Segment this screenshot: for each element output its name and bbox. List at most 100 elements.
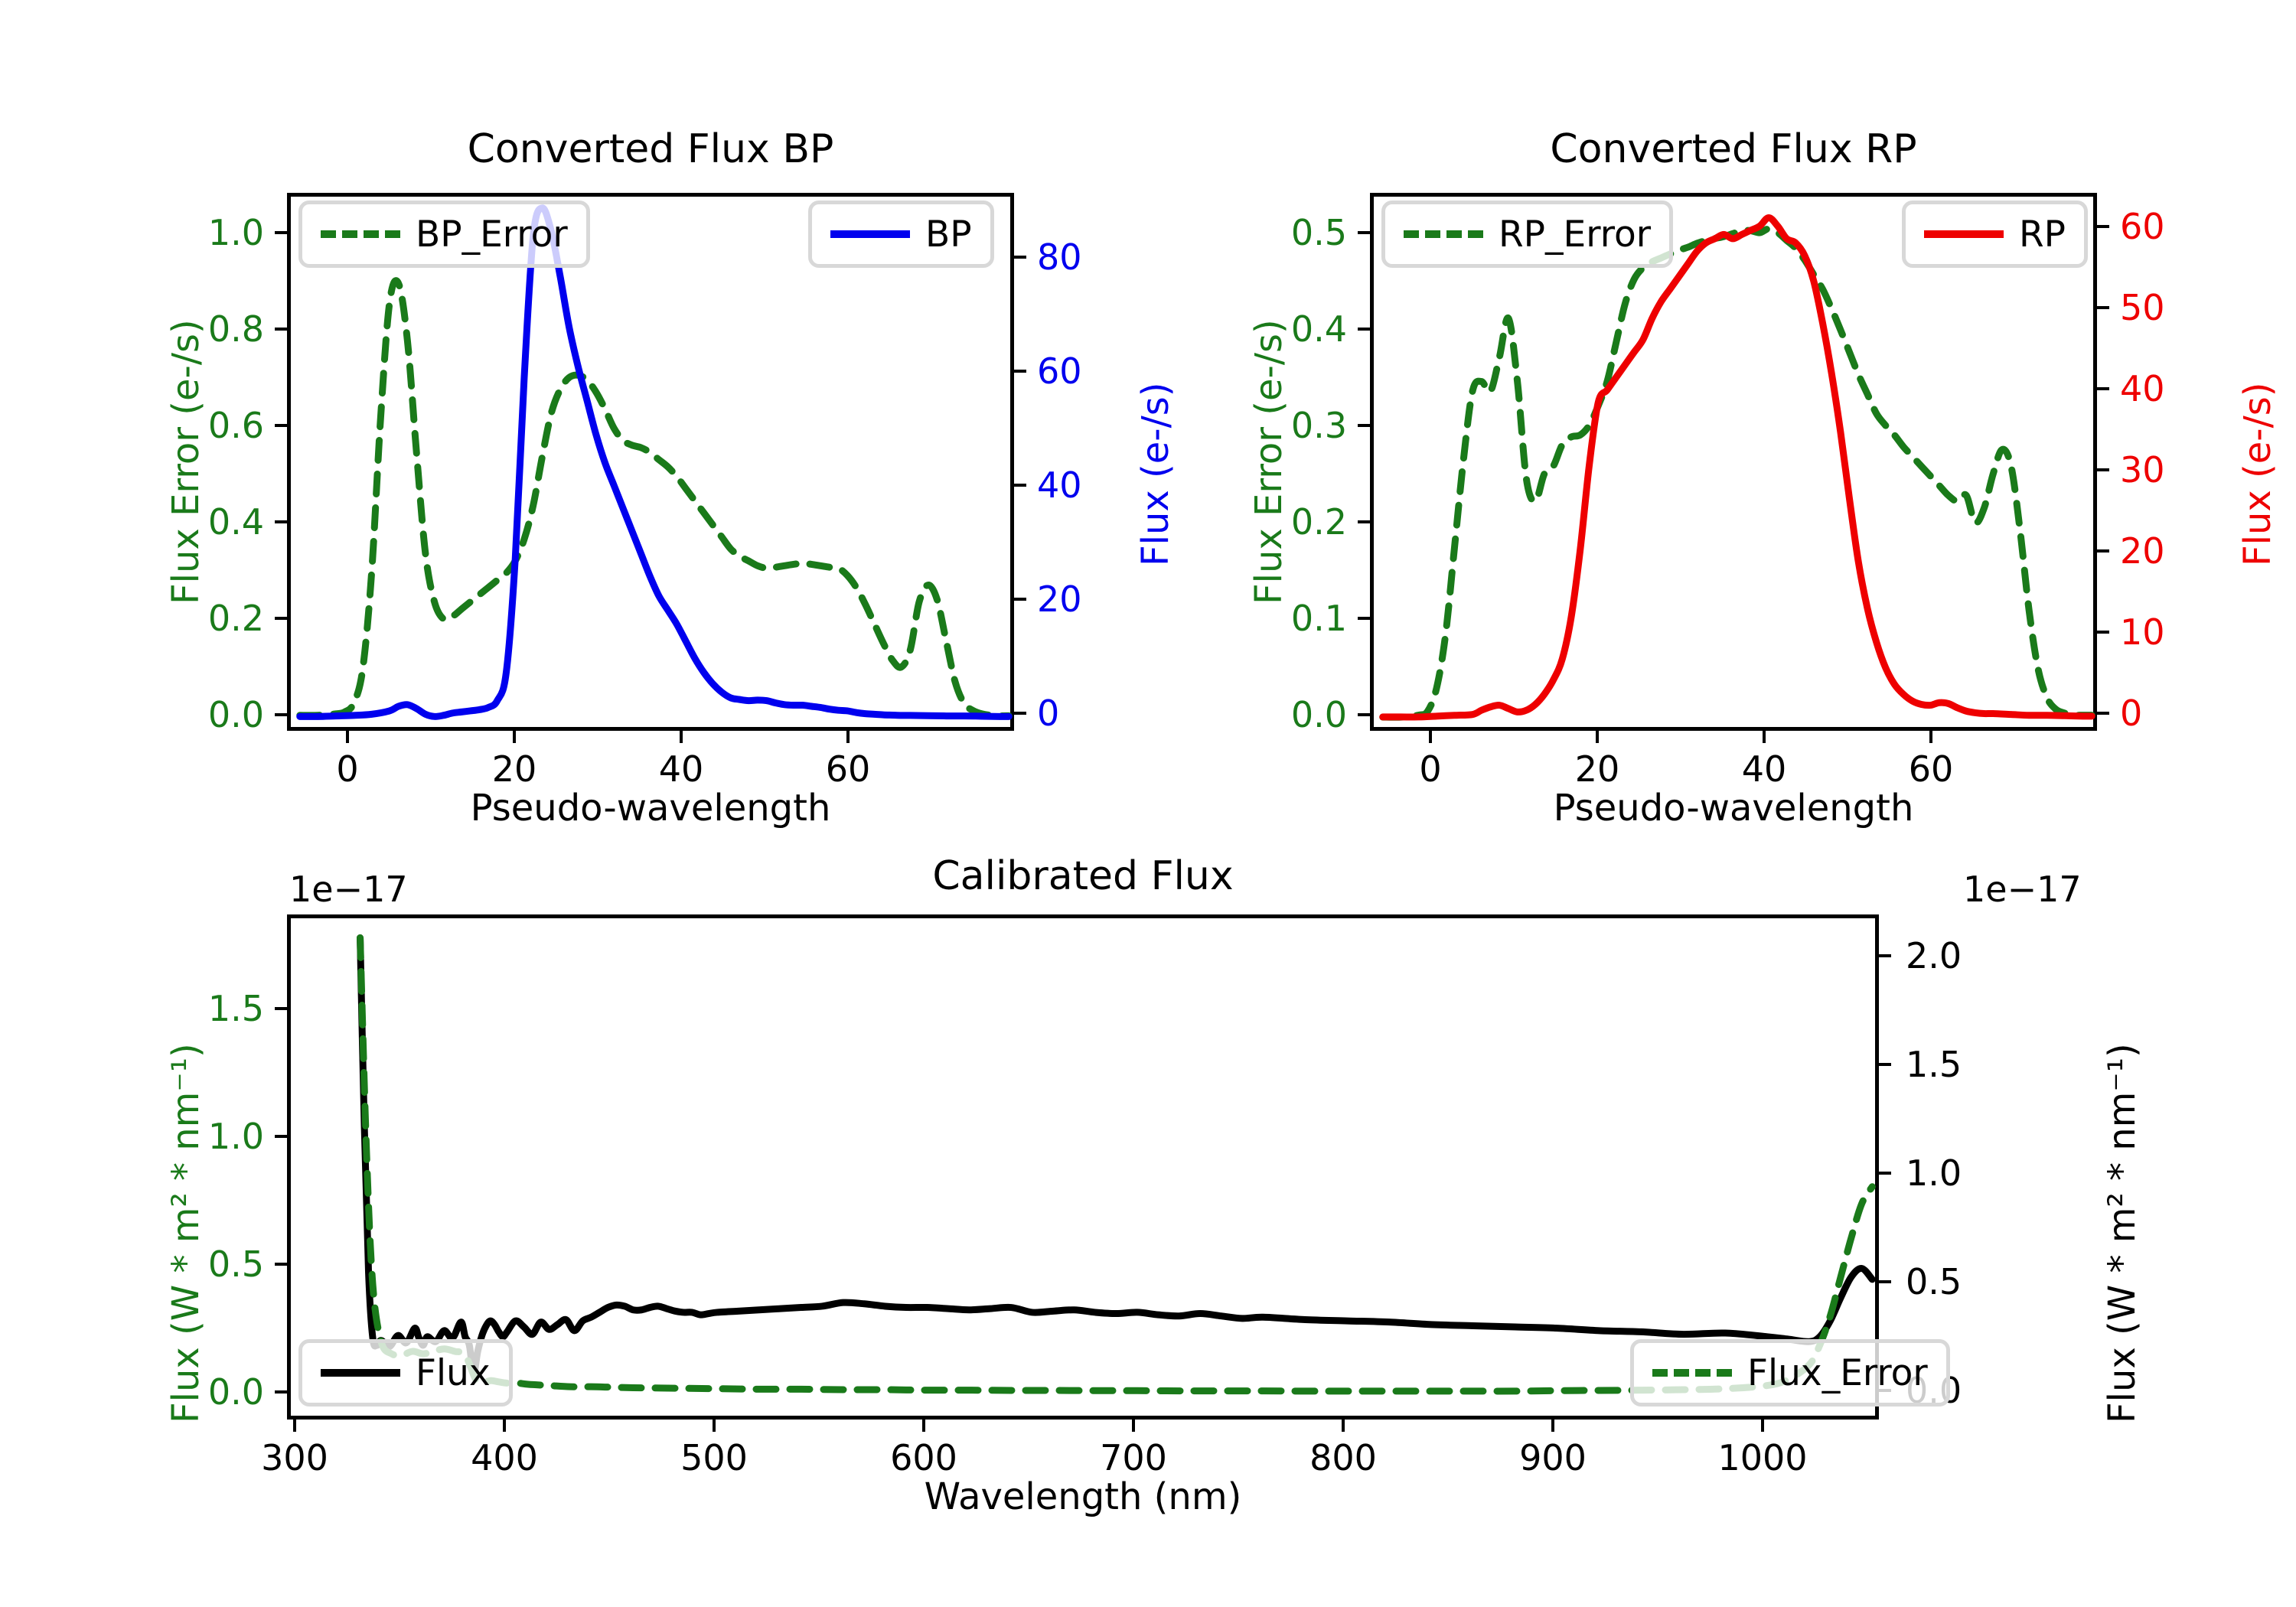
cal-ytick-label-r1: 0.5 — [1906, 1261, 1962, 1302]
series-bp-error — [296, 277, 1013, 719]
bp-yaxis-label-left: Flux Error (e-/s) — [165, 319, 207, 605]
bp-ytick-label-l3: 0.6 — [207, 405, 264, 446]
rp-ytick-mark-r1 — [2097, 631, 2109, 634]
bp-ytick-label-r4: 80 — [1037, 236, 1082, 278]
bp-plot-svg — [296, 204, 1013, 720]
cal-ytick-mark-r4 — [1879, 954, 1891, 957]
panel-calibrated-flux: Calibrated Flux 1e−17 1e−17 300 400 500 … — [0, 819, 2296, 1607]
cal-xtick-mark-300 — [293, 1420, 296, 1432]
bp-ytick-mark-r1 — [1014, 598, 1026, 601]
bp-ytick-mark-l1 — [275, 617, 287, 620]
cal-legend-flux-error[interactable]: Flux_Error — [1630, 1339, 1950, 1407]
cal-legend-flux[interactable]: Flux — [298, 1339, 513, 1407]
bp-flux-legend-label: BP — [925, 213, 972, 256]
cal-flux-legend-swatch — [321, 1369, 400, 1377]
cal-ytick-label-l0: 0.0 — [207, 1371, 264, 1413]
cal-flux-error-legend-swatch — [1652, 1369, 1732, 1377]
bp-ytick-label-l0: 0.0 — [207, 694, 264, 735]
rp-yaxis-label-right: Flux (e-/s) — [2236, 382, 2279, 566]
rp-plot-svg — [1379, 214, 2095, 721]
bp-ytick-mark-l2 — [275, 520, 287, 523]
rp-legend-flux[interactable]: RP — [1902, 200, 2088, 268]
series-rp — [1379, 214, 2095, 721]
rp-xtick-mark-60 — [1929, 731, 1932, 743]
bp-ytick-mark-l4 — [275, 328, 287, 331]
cal-xtick-label-800: 800 — [1309, 1437, 1377, 1478]
rp-error-legend-swatch — [1404, 230, 1483, 238]
calibrated-exponent-right: 1e−17 — [1963, 869, 2082, 910]
bp-legend-flux[interactable]: BP — [808, 200, 994, 268]
cal-ytick-label-r4: 2.0 — [1906, 935, 1962, 976]
rp-ytick-mark-r0 — [2097, 712, 2109, 715]
rp-ytick-label-l1: 0.1 — [1290, 598, 1347, 639]
rp-yaxis-label-left: Flux Error (e-/s) — [1247, 319, 1290, 605]
series-rp-error — [1379, 225, 2095, 721]
cal-xtick-mark-400 — [503, 1420, 506, 1432]
rp-plot-area — [1370, 193, 2097, 731]
cal-ytick-mark-l2 — [275, 1135, 287, 1138]
rp-ytick-label-r6: 60 — [2120, 206, 2165, 247]
cal-ytick-mark-l1 — [275, 1263, 287, 1266]
rp-ytick-mark-l3 — [1358, 424, 1370, 427]
bp-ytick-mark-r0 — [1014, 712, 1026, 715]
series-bp — [296, 204, 1013, 720]
cal-xtick-mark-900 — [1551, 1420, 1554, 1432]
bp-ytick-mark-r2 — [1014, 484, 1026, 487]
rp-ytick-mark-r5 — [2097, 306, 2109, 309]
bp-xtick-label-20: 20 — [491, 748, 537, 790]
bp-plot-area — [287, 193, 1014, 731]
bp-ytick-label-r2: 40 — [1037, 464, 1082, 506]
bp-xtick-label-60: 60 — [825, 748, 871, 790]
rp-ytick-mark-l1 — [1358, 617, 1370, 620]
rp-legend-error[interactable]: RP_Error — [1381, 200, 1674, 268]
rp-xtick-label-20: 20 — [1574, 748, 1620, 790]
cal-xtick-label-500: 500 — [680, 1437, 748, 1478]
rp-ytick-label-r3: 30 — [2120, 449, 2165, 491]
bp-ytick-label-l5: 1.0 — [207, 212, 264, 253]
cal-xtick-label-400: 400 — [471, 1437, 538, 1478]
cal-xtick-label-1000: 1000 — [1717, 1437, 1808, 1478]
rp-ytick-label-l3: 0.3 — [1290, 405, 1347, 446]
rp-ytick-mark-l4 — [1358, 328, 1370, 331]
rp-error-legend-label: RP_Error — [1499, 213, 1652, 256]
rp-ytick-label-r4: 40 — [2120, 368, 2165, 409]
cal-ytick-label-l2: 1.0 — [207, 1116, 264, 1157]
bp-ytick-label-l4: 0.8 — [207, 308, 264, 350]
bp-ytick-label-r3: 60 — [1037, 350, 1082, 392]
cal-yaxis-label-left: Flux (W * m² * nm⁻¹) — [165, 1043, 207, 1423]
cal-ytick-label-r3: 1.5 — [1906, 1044, 1962, 1085]
cal-xtick-mark-500 — [713, 1420, 716, 1432]
rp-flux-legend-swatch — [1924, 230, 2004, 238]
rp-ytick-label-l0: 0.0 — [1290, 694, 1347, 735]
series-flux-error — [357, 934, 1876, 1395]
rp-ytick-mark-r6 — [2097, 225, 2109, 228]
panel-converted-flux-rp: Converted Flux RP 0 20 40 60 0.0 0.1 0.2… — [1148, 0, 2296, 830]
series-flux — [357, 934, 1876, 1377]
cal-ytick-mark-r2 — [1879, 1172, 1891, 1175]
bp-xtick-mark-40 — [680, 731, 683, 743]
cal-ytick-mark-l0 — [275, 1390, 287, 1393]
cal-ytick-mark-r3 — [1879, 1063, 1891, 1066]
bp-xtick-mark-20 — [513, 731, 516, 743]
cal-xtick-mark-800 — [1342, 1420, 1345, 1432]
bp-xtick-label-40: 40 — [658, 748, 704, 790]
cal-xtick-label-600: 600 — [890, 1437, 957, 1478]
rp-xtick-label-0: 0 — [1419, 748, 1442, 790]
cal-ytick-mark-l3 — [275, 1007, 287, 1010]
rp-xaxis-label: Pseudo-wavelength — [1553, 787, 1914, 830]
cal-flux-legend-label: Flux — [416, 1351, 491, 1394]
cal-ytick-mark-r1 — [1879, 1280, 1891, 1283]
rp-ytick-mark-l5 — [1358, 231, 1370, 234]
cal-ytick-label-l1: 0.5 — [207, 1244, 264, 1285]
cal-flux-error-legend-label: Flux_Error — [1747, 1351, 1928, 1394]
bp-error-legend-swatch — [321, 230, 400, 238]
cal-yaxis-label-right: Flux (W * m² * nm⁻¹) — [2101, 1043, 2144, 1423]
cal-ytick-label-r2: 1.0 — [1906, 1152, 1962, 1194]
cal-ytick-label-l3: 1.5 — [207, 988, 264, 1029]
rp-ytick-mark-r3 — [2097, 468, 2109, 471]
bp-xtick-mark-0 — [346, 731, 349, 743]
rp-ytick-label-l2: 0.2 — [1290, 501, 1347, 543]
cal-xtick-mark-600 — [922, 1420, 925, 1432]
rp-ytick-mark-l2 — [1358, 520, 1370, 523]
bp-legend-error[interactable]: BP_Error — [298, 200, 590, 268]
